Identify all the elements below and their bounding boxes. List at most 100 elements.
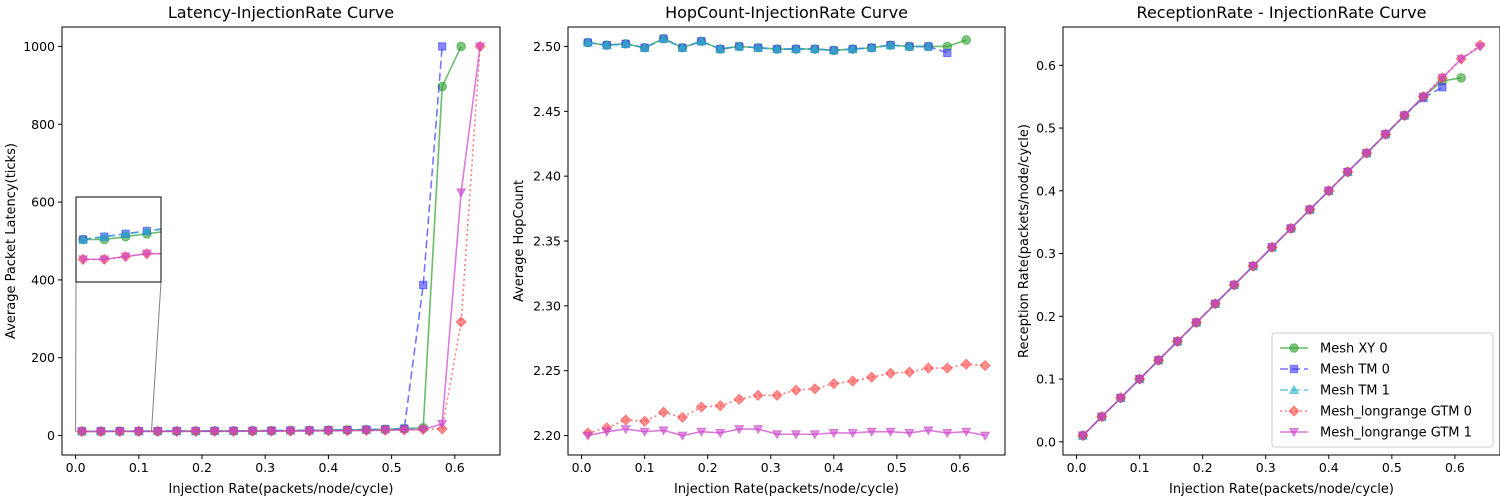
data-point [582,37,594,47]
x-tick-label: 0.1 [635,460,655,475]
data-point [1172,337,1183,347]
x-tick-label: 0.5 [382,460,402,475]
data-point [979,431,991,441]
series-line [1082,45,1481,437]
data-point [228,213,237,222]
data-point [676,411,689,424]
data-point [1361,149,1372,159]
data-point [271,199,278,206]
data-point [482,65,492,75]
data-point [228,427,239,437]
data-point [752,42,764,52]
data-point [376,139,385,148]
y-tick-label: 2.35 [533,234,561,249]
x-tick-label: 0.3 [255,460,275,475]
data-point [269,232,279,242]
data-point [715,43,726,53]
data-point [419,280,428,290]
data-point [419,94,428,103]
data-point [979,359,991,372]
data-point [164,224,173,232]
data-point [456,41,466,52]
data-point [333,212,343,222]
axes-frame [61,26,501,456]
y-tick-label: 2.30 [533,298,561,313]
data-point [922,362,935,374]
data-point [884,367,897,379]
data-point [790,384,802,396]
data-point [1077,431,1089,441]
x-tick-label: 0.5 [1382,460,1402,475]
data-point [885,427,896,437]
y-tick-label: 0.5 [1036,121,1056,136]
y-tick-label: 400 [31,272,55,287]
data-point [361,426,372,436]
data-point [601,39,612,50]
x-tick-label: 0.0 [572,460,592,475]
data-point [960,358,972,370]
legend-label: Mesh TM 1 [1320,384,1390,399]
data-point [292,191,299,198]
data-point [291,228,300,236]
data-point [164,250,173,258]
data-point [639,427,650,437]
data-point [474,42,486,52]
data-point [398,116,407,124]
data-point [1191,318,1202,328]
data-point [206,245,215,253]
y-tick-label: 2.40 [533,169,561,184]
hopcount-chart: HopCount-InjectionRate Curve Injection R… [512,3,1006,497]
data-point [342,426,353,437]
data-point [304,427,315,437]
data-point [903,366,916,378]
data-point [601,427,612,437]
y-tick-label: 0 [47,428,55,443]
data-point [638,415,651,427]
x-axis-label: Injection Rate(packets/node/cycle) [169,482,394,497]
data-point [164,225,171,232]
data-point [380,426,391,436]
data-point [99,231,110,241]
data-point [355,205,364,213]
data-point [942,429,953,439]
data-point [77,234,89,244]
x-tick-label: 0.0 [1067,460,1087,475]
data-point [677,431,688,441]
data-point [733,393,745,405]
data-point [249,205,256,212]
data-point [291,226,301,236]
series-line [587,428,986,437]
data-point [206,243,216,253]
data-point [1418,92,1429,102]
data-point [247,427,258,437]
data-point [455,316,467,328]
axes-frame [567,26,1006,456]
series-mesh-longrange-gtm-1 [582,425,991,441]
inset-zoom [75,65,492,283]
chart-title: HopCount-InjectionRate Curve [665,3,908,22]
data-point [334,168,341,175]
data-point [120,228,131,238]
data-point [438,42,447,51]
data-point [847,43,858,53]
data-point [437,419,448,430]
data-point [185,224,194,233]
y-tick-label: 0.3 [1036,246,1056,261]
data-point [248,237,258,247]
data-point [696,427,707,437]
data-point [461,100,470,108]
series-mesh-tm-1 [77,116,407,244]
data-point [397,178,407,188]
data-point [354,203,364,213]
data-point [1437,73,1448,84]
data-point [291,193,300,202]
x-axis-label: Injection Rate(packets/node/cycle) [674,482,899,497]
data-point [828,45,839,55]
data-point [334,170,343,178]
y-tick-label: 600 [31,195,55,210]
legend-entry: Mesh XY 0 [1280,342,1388,357]
legend-marker [1288,428,1300,438]
x-tick-label: 0.3 [1256,460,1276,475]
data-point [961,35,972,45]
data-point [828,429,839,439]
